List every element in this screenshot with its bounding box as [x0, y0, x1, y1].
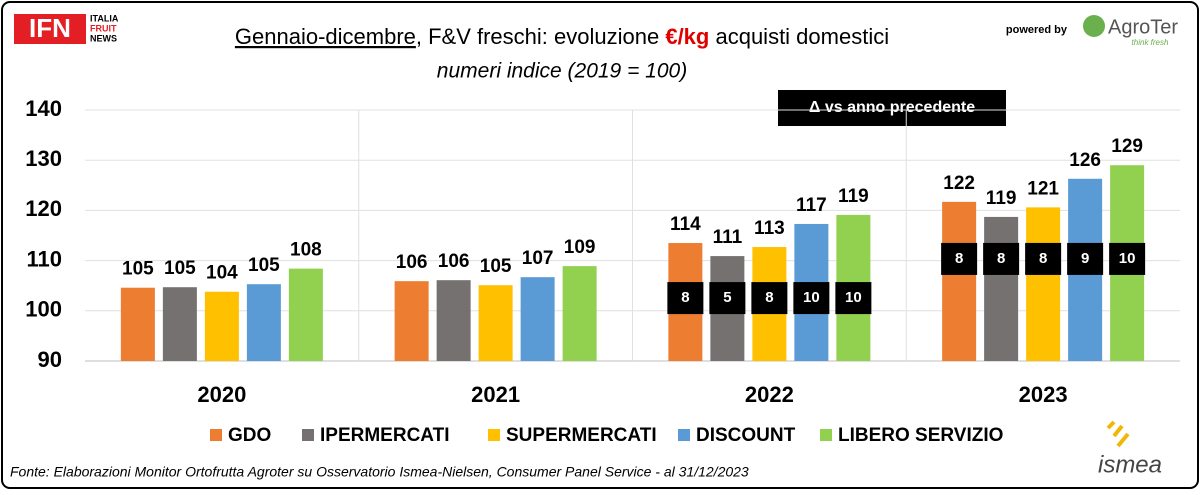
- y-tick-label: 110: [27, 246, 63, 271]
- bar: [246, 284, 281, 361]
- value-label: 106: [438, 251, 470, 272]
- ismea-logo: ismea: [1098, 451, 1162, 478]
- value-label: 129: [1111, 136, 1143, 157]
- ifn-line: NEWS: [90, 33, 117, 43]
- powered-by: powered by: [1006, 24, 1068, 36]
- delta-label: 8: [955, 250, 963, 267]
- annotation-box: [778, 90, 1006, 126]
- x-tick-label: 2023: [1019, 382, 1068, 407]
- annotation: Δ vs anno precedente: [809, 99, 975, 116]
- delta-box: [941, 242, 978, 275]
- x-tick-label: 2021: [471, 382, 520, 407]
- bar: [394, 281, 429, 361]
- title-part: Gennaio-dicembre: [235, 24, 416, 49]
- delta-label: 8: [1039, 250, 1047, 267]
- value-label: 122: [943, 173, 975, 194]
- delta-label: 10: [845, 289, 862, 306]
- delta-box: [1025, 242, 1062, 275]
- bar: [478, 285, 513, 361]
- value-label: 104: [206, 263, 238, 284]
- value-label: 105: [480, 256, 512, 277]
- delta-box: [793, 282, 830, 315]
- delta-label: 10: [803, 289, 820, 306]
- source-note: Fonte: Elaborazioni Monitor Ortofrutta A…: [10, 464, 749, 480]
- bar: [288, 268, 323, 361]
- y-tick-label: 90: [38, 347, 62, 372]
- delta-box: [983, 242, 1020, 275]
- delta-box: [709, 282, 746, 315]
- legend-label: LIBERO SERVIZIO: [838, 425, 1003, 446]
- delta-box: [835, 282, 872, 315]
- value-label: 121: [1027, 178, 1059, 199]
- legend-swatch: [302, 429, 314, 441]
- bar: [1026, 207, 1061, 361]
- y-tick-label: 120: [25, 196, 62, 221]
- title-part: acquisti domestici: [709, 24, 889, 49]
- chart-title: Gennaio-dicembre, F&V freschi: evoluzion…: [235, 24, 889, 49]
- value-label: 108: [290, 240, 322, 261]
- value-label: 114: [670, 214, 701, 235]
- delta-box: [1109, 242, 1146, 275]
- x-tick-label: 2022: [745, 382, 794, 407]
- value-label: 117: [796, 195, 827, 216]
- bar: [520, 277, 555, 361]
- value-label: 105: [164, 258, 196, 279]
- value-label: 105: [122, 259, 154, 280]
- delta-label: 10: [1119, 250, 1136, 267]
- delta-label: 8: [681, 289, 689, 306]
- bar: [120, 287, 155, 361]
- bar: [436, 280, 471, 361]
- bar: [984, 216, 1019, 361]
- ifn-logo: [14, 14, 86, 44]
- ismea-icon: [1106, 420, 1130, 448]
- value-label: 111: [713, 227, 743, 248]
- value-label: 106: [396, 252, 428, 273]
- agroter-tag: think fresh: [1132, 38, 1169, 47]
- bar: [204, 291, 239, 361]
- y-tick-label: 100: [25, 297, 62, 322]
- delta-box: [667, 282, 704, 315]
- title-part: , F&V freschi: evoluzione: [416, 24, 665, 49]
- legend-label: IPERMERCATI: [320, 425, 449, 446]
- legend-label: GDO: [228, 425, 271, 446]
- delta-label: 5: [723, 289, 731, 306]
- delta-label: 9: [1081, 250, 1089, 267]
- chart-subtitle: numeri indice (2019 = 100): [437, 60, 687, 83]
- x-tick-label: 2020: [197, 382, 246, 407]
- bar: [162, 287, 197, 361]
- value-label: 105: [248, 255, 280, 276]
- agroter-icon: [1083, 15, 1105, 37]
- delta-box: [1067, 242, 1104, 275]
- ifn-line: ITALIA: [90, 13, 119, 23]
- ifn-text: IFN: [29, 13, 71, 43]
- y-tick-label: 140: [25, 96, 62, 121]
- value-label: 119: [986, 188, 1017, 209]
- agroter-logo: AgroTer: [1108, 16, 1178, 38]
- delta-label: 8: [765, 289, 773, 306]
- ifn-line: FRUIT: [90, 23, 117, 33]
- title-part: €/kg: [665, 24, 709, 49]
- legend-swatch: [820, 429, 832, 441]
- legend-label: SUPERMERCATI: [506, 425, 657, 446]
- legend-swatch: [488, 429, 500, 441]
- value-label: 107: [522, 248, 554, 269]
- legend-swatch: [678, 429, 690, 441]
- value-label: 113: [754, 218, 785, 239]
- legend-label: DISCOUNT: [696, 425, 796, 446]
- delta-box: [751, 282, 788, 315]
- value-label: 109: [564, 237, 596, 258]
- bar: [942, 201, 977, 361]
- delta-label: 8: [997, 250, 1005, 267]
- y-tick-label: 130: [25, 146, 62, 171]
- value-label: 126: [1069, 150, 1101, 171]
- legend-swatch: [210, 429, 222, 441]
- value-label: 119: [838, 186, 869, 207]
- bar: [562, 266, 597, 361]
